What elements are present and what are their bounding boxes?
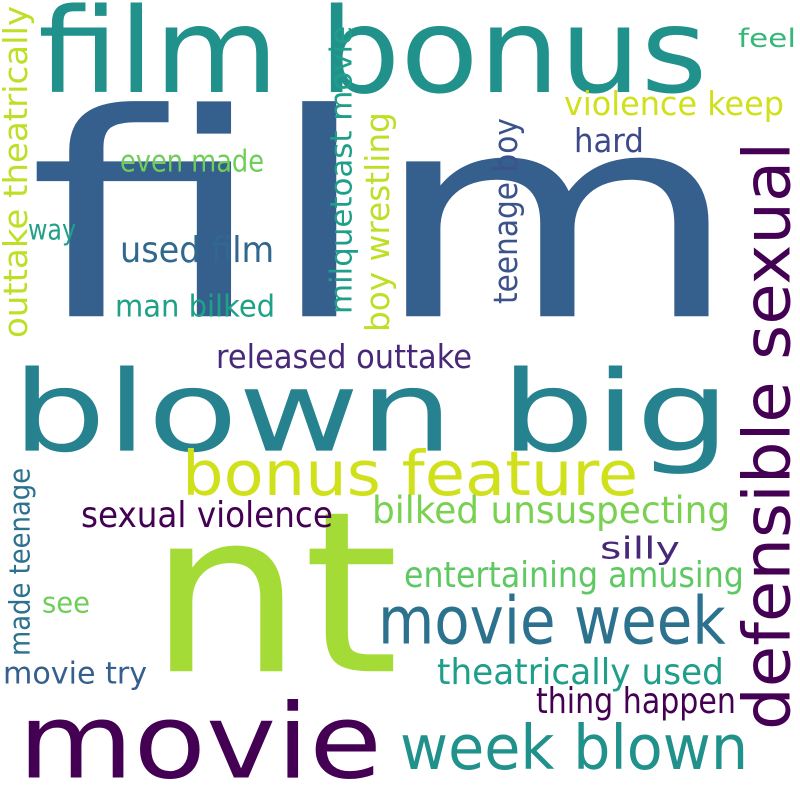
word-teenage-boy: teenage boy bbox=[486, 118, 526, 304]
word-bilked-unsuspecting: bilked unsuspecting bbox=[372, 487, 731, 532]
word-man-bilked: man bilked bbox=[115, 287, 276, 324]
word-violence-keep: violence keep bbox=[564, 84, 784, 124]
word-made-teenage: made teenage bbox=[3, 467, 37, 656]
word-entertaining-amusing: entertaining amusing bbox=[404, 554, 744, 596]
word-movie-try: movie try bbox=[3, 654, 148, 691]
word-sexual-violence: sexual violence bbox=[81, 494, 333, 536]
word-used-film: used film bbox=[120, 229, 275, 271]
word-theatrically-used: theatrically used bbox=[437, 651, 724, 693]
word-movie: movie bbox=[18, 680, 383, 800]
word-way: way bbox=[28, 213, 77, 247]
word-silly: silly bbox=[600, 529, 680, 566]
word-week-blown: week blown bbox=[400, 711, 749, 784]
word-defensible-sexual: defensible sexual bbox=[729, 141, 800, 730]
word-released-outtake: released outtake bbox=[216, 337, 473, 377]
word-feel: feel bbox=[738, 22, 797, 54]
word-film-bonus: film bonus bbox=[38, 0, 708, 121]
word-hard: hard bbox=[574, 121, 644, 161]
word-bonus-feature: bonus feature bbox=[182, 437, 639, 510]
word-thing-happen: thing happen bbox=[536, 680, 736, 722]
word-even-made: even made bbox=[120, 142, 265, 179]
word-film: film bbox=[28, 52, 741, 385]
word-movie-week: movie week bbox=[378, 582, 726, 660]
word-nt: nt bbox=[148, 462, 400, 726]
word-blown-big: blown big bbox=[12, 346, 731, 478]
word-boy-wrestling: boy wrestling bbox=[358, 112, 398, 332]
word-milquetoast-movie: milquetoast movie bbox=[322, 25, 359, 314]
word-see: see bbox=[42, 586, 91, 620]
word-outtake-theatrically: outtake theatrically bbox=[0, 5, 36, 339]
